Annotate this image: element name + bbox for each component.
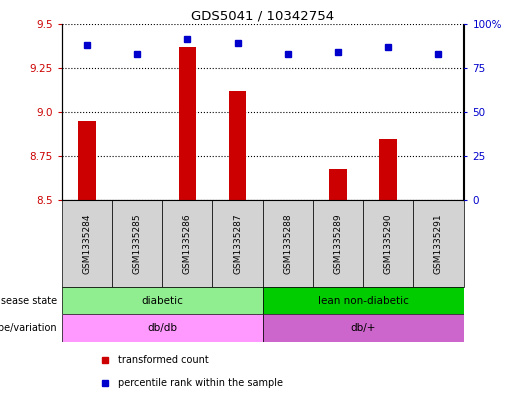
Text: disease state: disease state	[0, 296, 57, 306]
Text: db/+: db/+	[350, 323, 376, 333]
Text: GSM1335288: GSM1335288	[283, 213, 292, 274]
FancyBboxPatch shape	[263, 314, 464, 342]
Text: percentile rank within the sample: percentile rank within the sample	[118, 378, 283, 388]
FancyBboxPatch shape	[263, 200, 313, 287]
Text: GSM1335290: GSM1335290	[384, 213, 392, 274]
FancyBboxPatch shape	[62, 200, 112, 287]
Text: genotype/variation: genotype/variation	[0, 323, 57, 333]
Text: GSM1335285: GSM1335285	[133, 213, 142, 274]
Text: GSM1335291: GSM1335291	[434, 213, 443, 274]
Bar	[179, 47, 196, 200]
Bar	[78, 121, 96, 200]
Text: GSM1335286: GSM1335286	[183, 213, 192, 274]
FancyBboxPatch shape	[162, 200, 212, 287]
FancyBboxPatch shape	[112, 200, 162, 287]
FancyBboxPatch shape	[212, 200, 263, 287]
FancyBboxPatch shape	[413, 200, 464, 287]
Text: GSM1335289: GSM1335289	[334, 213, 342, 274]
Bar	[380, 139, 397, 200]
Text: transformed count: transformed count	[118, 355, 209, 365]
FancyBboxPatch shape	[363, 200, 413, 287]
Text: db/db: db/db	[147, 323, 177, 333]
Bar	[229, 91, 246, 200]
Text: GSM1335287: GSM1335287	[233, 213, 242, 274]
FancyBboxPatch shape	[62, 287, 263, 314]
FancyBboxPatch shape	[263, 287, 464, 314]
Text: GSM1335284: GSM1335284	[82, 213, 91, 274]
Title: GDS5041 / 10342754: GDS5041 / 10342754	[191, 9, 334, 22]
FancyBboxPatch shape	[62, 314, 263, 342]
Text: diabetic: diabetic	[141, 296, 183, 306]
Text: lean non-diabetic: lean non-diabetic	[318, 296, 408, 306]
Bar	[329, 169, 347, 200]
FancyBboxPatch shape	[313, 200, 363, 287]
